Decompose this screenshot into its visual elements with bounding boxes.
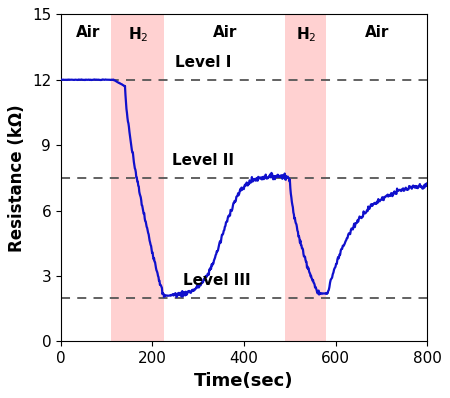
Bar: [285, 14, 327, 341]
Text: Level III: Level III: [183, 273, 250, 288]
Text: H$_2$: H$_2$: [296, 25, 316, 44]
Y-axis label: Resistance (kΩ): Resistance (kΩ): [9, 104, 27, 252]
Text: Level I: Level I: [175, 55, 231, 70]
Text: Level II: Level II: [172, 153, 234, 168]
Bar: [111, 14, 164, 341]
X-axis label: Time(sec): Time(sec): [194, 372, 294, 390]
Text: Air: Air: [364, 25, 389, 40]
Text: Air: Air: [212, 25, 237, 40]
Text: Air: Air: [76, 25, 100, 40]
Text: H$_2$: H$_2$: [127, 25, 148, 44]
